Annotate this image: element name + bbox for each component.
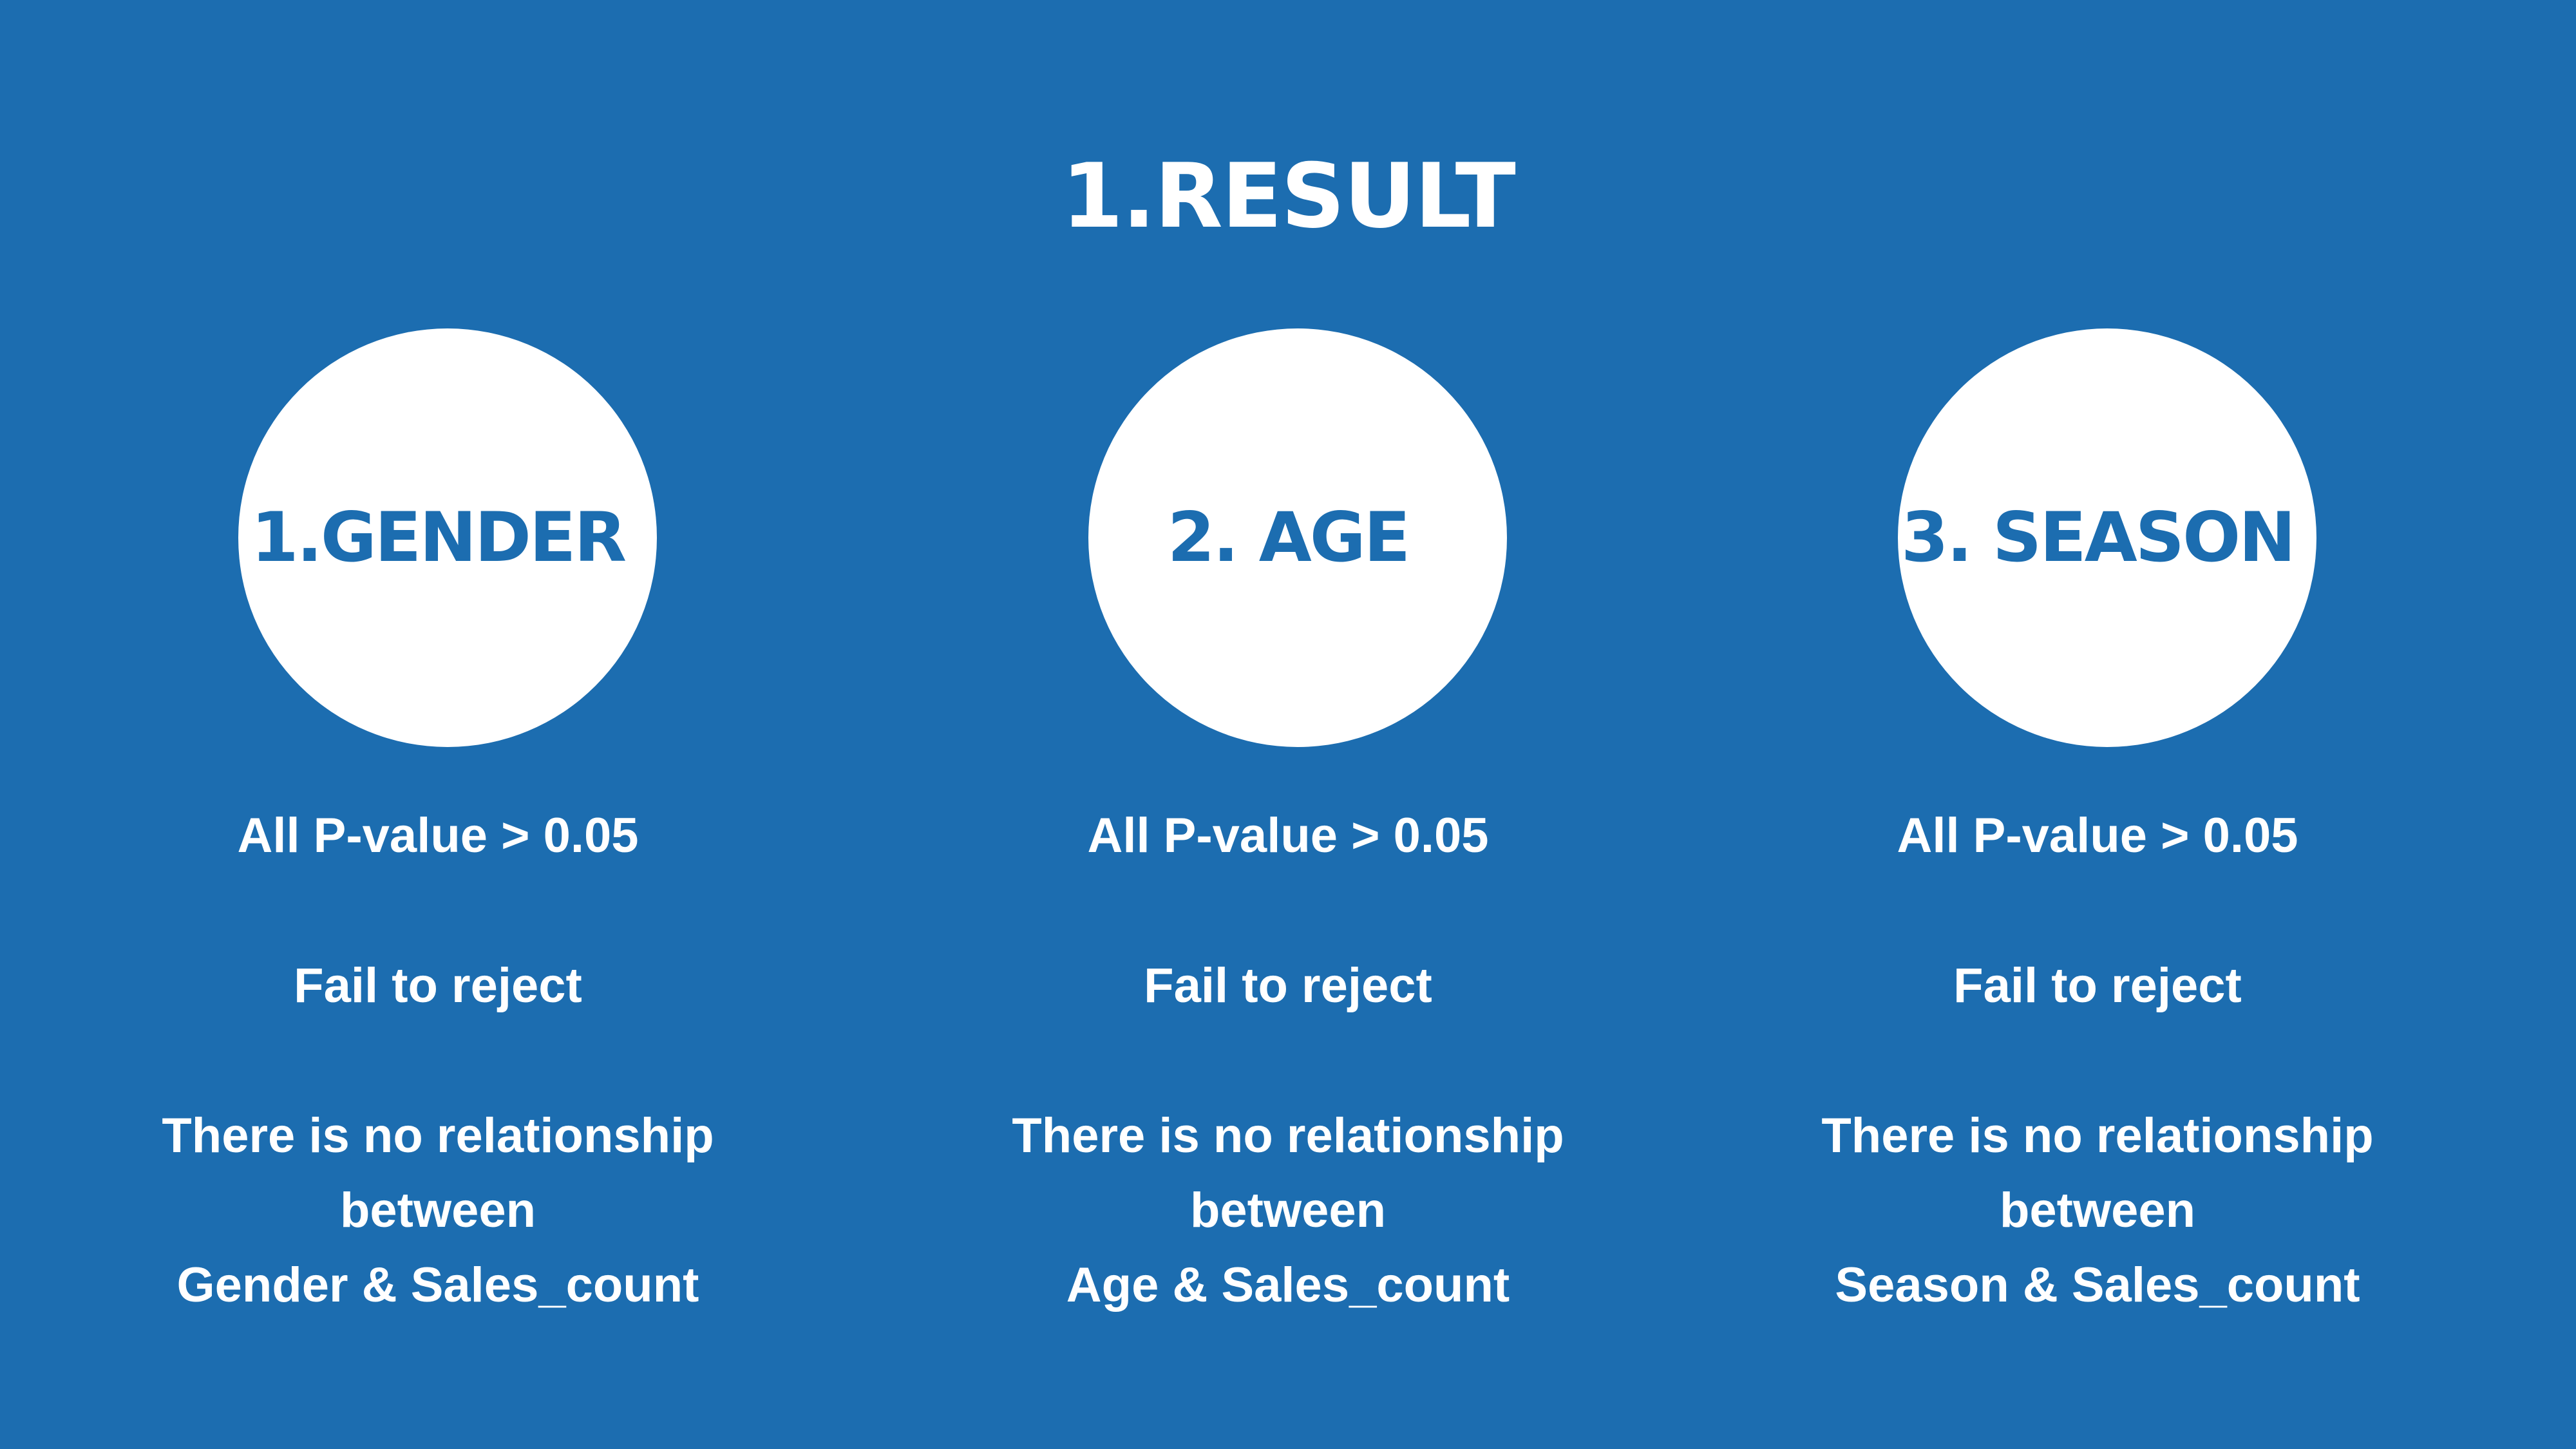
result-column-gender: 1.GENDER All P-value > 0.05 Fail to reje…: [116, 0, 760, 1449]
slide-title: 1.RESULT: [1061, 144, 1516, 248]
age-conclusion-line-3: Age & Sales_count: [1066, 1258, 1510, 1312]
age-conclusion-line-2: between: [1189, 1183, 1387, 1238]
season-circle-label: 3. SEASON: [1901, 498, 2296, 577]
season-circle: [1898, 328, 2316, 747]
result-column-season: 3. SEASON All P-value > 0.05 Fail to rej…: [1776, 0, 2420, 1449]
age-circle: [1088, 328, 1507, 747]
age-pvalue-text: All P-value > 0.05: [1087, 808, 1489, 863]
gender-circle-label: 1.GENDER: [251, 498, 627, 577]
gender-decision-text: Fail to reject: [294, 958, 582, 1013]
age-circle-label: 2. AGE: [1167, 498, 1410, 577]
age-conclusion-line-1: There is no relationship: [1012, 1108, 1564, 1163]
season-conclusion-line-1: There is no relationship: [1821, 1108, 2374, 1163]
season-conclusion-line-2: between: [1999, 1183, 2196, 1238]
result-column-age: 2. AGE All P-value > 0.05 Fail to reject…: [966, 0, 1610, 1449]
gender-conclusion-line-3: Gender & Sales_count: [176, 1258, 699, 1312]
season-decision-text: Fail to reject: [1953, 958, 2242, 1013]
age-decision-text: Fail to reject: [1144, 958, 1432, 1013]
gender-conclusion-line-1: There is no relationship: [162, 1108, 714, 1163]
gender-circle: [238, 328, 657, 747]
season-conclusion-line-3: Season & Sales_count: [1835, 1258, 2360, 1312]
gender-pvalue-text: All P-value > 0.05: [237, 808, 639, 863]
gender-conclusion-line-2: between: [339, 1183, 536, 1238]
season-pvalue-text: All P-value > 0.05: [1897, 808, 2298, 863]
